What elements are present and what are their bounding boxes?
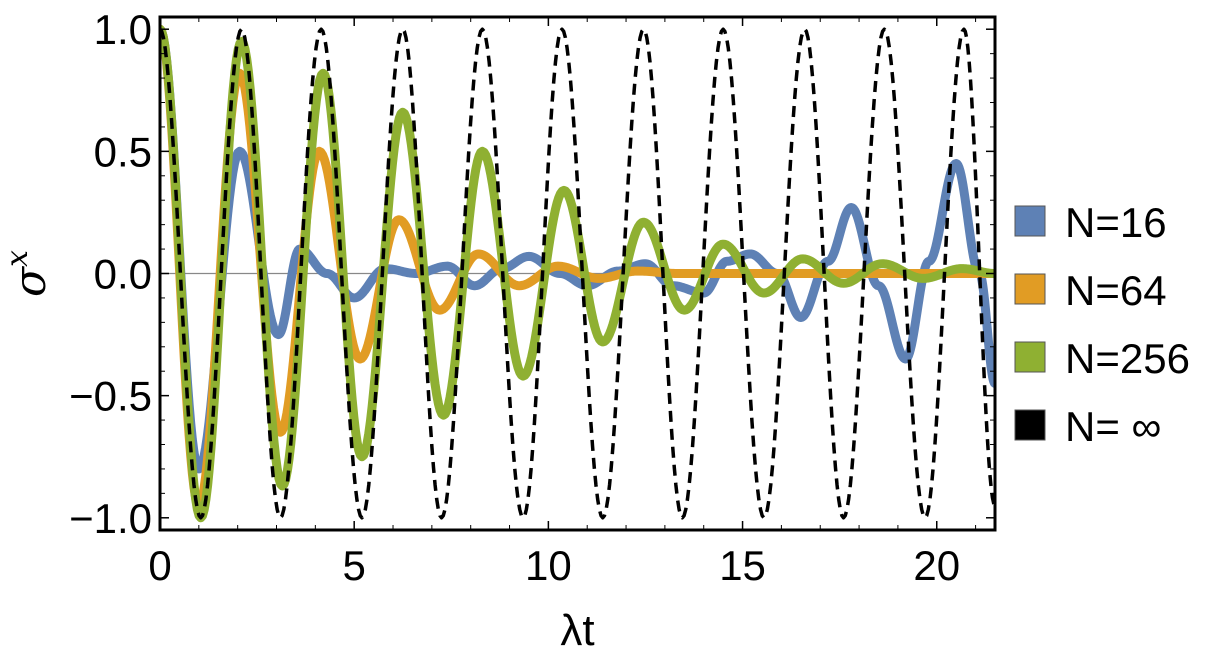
x-tick-label: 15 — [719, 542, 766, 589]
x-tick-label: 10 — [525, 542, 572, 589]
x-tick-label: 5 — [343, 542, 366, 589]
legend-swatch-4 — [1014, 409, 1046, 441]
y-axis-label: σx — [0, 250, 56, 297]
tick-layer: 0 5 10 15 20 1.0 0.5 0.0 −0.5 −1.0 — [69, 6, 995, 589]
axis-label-layer: λt σx — [0, 250, 595, 655]
y-tick-label: 1.0 — [94, 6, 152, 53]
y-tick-label: 0.5 — [94, 128, 152, 175]
legend-swatch-3 — [1014, 341, 1046, 373]
legend-label-4: N= ∞ — [1065, 403, 1161, 450]
x-axis-label: λt — [560, 606, 594, 655]
y-tick-label: −1.0 — [69, 495, 152, 542]
legend: N=16 N=64 N=256 N= ∞ — [1014, 199, 1190, 450]
legend-swatch-2 — [1014, 273, 1046, 305]
legend-swatch-1 — [1014, 205, 1046, 237]
x-tick-label: 0 — [148, 542, 171, 589]
x-tick-label: 20 — [913, 542, 960, 589]
legend-label-2: N=64 — [1065, 267, 1167, 314]
y-tick-label: 0.0 — [94, 251, 152, 298]
series-layer — [160, 24, 995, 523]
legend-label-3: N=256 — [1065, 335, 1190, 382]
legend-label-1: N=16 — [1065, 199, 1167, 246]
y-axis-label-text: σx — [0, 250, 56, 297]
series-line-4 — [160, 27, 995, 520]
y-tick-label: −0.5 — [69, 373, 152, 420]
